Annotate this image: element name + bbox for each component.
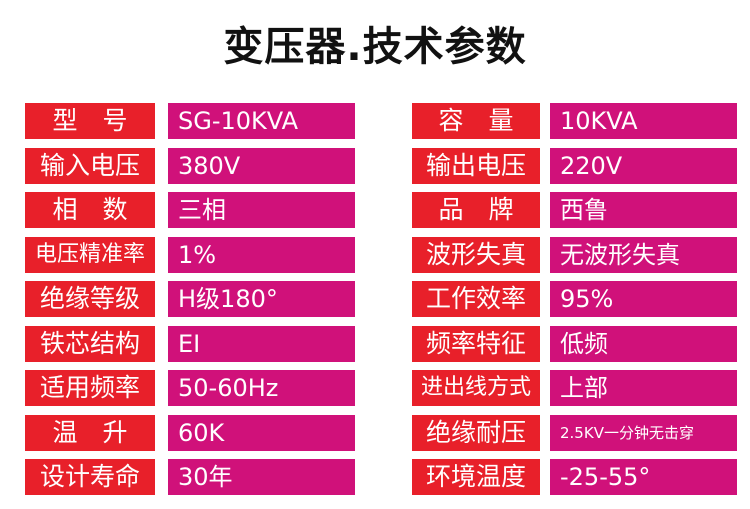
spec-label: 电压精准率	[25, 236, 155, 273]
spec-label: 容 量	[412, 103, 540, 139]
spec-label: 绝缘等级	[25, 281, 155, 317]
spec-label: 品 牌	[412, 192, 540, 228]
spec-value: EI	[168, 325, 355, 362]
spec-value: 上部	[550, 370, 737, 406]
spec-label: 适用频率	[25, 370, 155, 406]
spec-value: 西鲁	[550, 192, 737, 228]
spec-value: 低频	[550, 325, 737, 362]
spec-label: 设计寿命	[25, 459, 155, 495]
spec-value: 30年	[168, 459, 355, 495]
spec-label: 输入电压	[25, 147, 155, 184]
spec-value: 三相	[168, 192, 355, 228]
spec-label: 相 数	[25, 192, 155, 228]
spec-value: 60K	[168, 414, 355, 451]
spec-value: 无波形失真	[550, 236, 737, 273]
spec-value: 1%	[168, 236, 355, 273]
spec-value: 50-60Hz	[168, 370, 355, 406]
spec-label: 进出线方式	[412, 370, 540, 406]
spec-value: SG-10KVA	[168, 103, 355, 139]
spec-label: 型 号	[25, 103, 155, 139]
spec-label: 铁芯结构	[25, 325, 155, 362]
spec-label: 输出电压	[412, 147, 540, 184]
title: 变压器.技术参数	[223, 24, 527, 70]
spec-label: 环境温度	[412, 459, 540, 495]
spec-value: 380V	[168, 147, 355, 184]
spec-value: -25-55°	[550, 459, 737, 495]
spec-value: 95%	[550, 281, 737, 317]
spec-label: 温 升	[25, 414, 155, 451]
spec-value: 220V	[550, 147, 737, 184]
spec-label: 工作效率	[412, 281, 540, 317]
spec-value: 10KVA	[550, 103, 737, 139]
spec-label: 频率特征	[412, 325, 540, 362]
spec-value: 2.5KV一分钟无击穿	[550, 414, 737, 451]
spec-value: H级180°	[168, 281, 355, 317]
spec-label: 绝缘耐压	[412, 414, 540, 451]
spec-label: 波形失真	[412, 236, 540, 273]
